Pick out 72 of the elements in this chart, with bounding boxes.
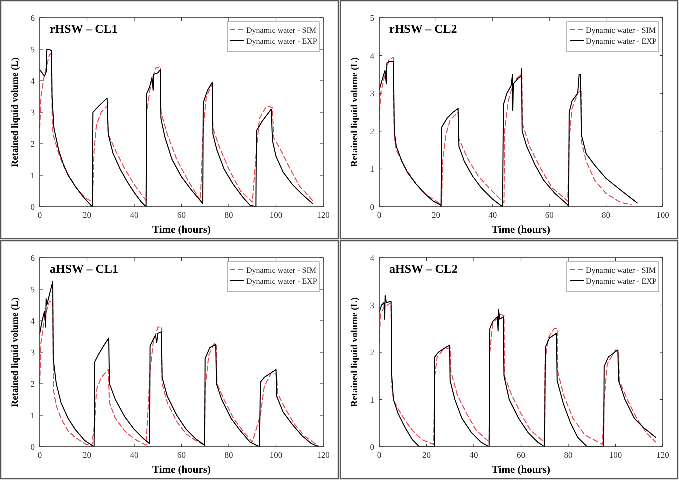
x-tick-label: 120: [317, 210, 330, 220]
y-tick-label: 3: [30, 108, 35, 118]
y-tick-label: 2: [30, 379, 35, 389]
x-tick-label: 60: [545, 210, 554, 220]
y-tick-label: 5: [30, 284, 35, 294]
y-tick-label: 1: [370, 164, 374, 174]
y-tick-label: 6: [30, 13, 35, 23]
y-tick-label: 3: [30, 348, 35, 358]
x-tick-label: 120: [317, 450, 330, 460]
chart-title: rHSW – CL2: [390, 22, 458, 36]
legend-label: Dynamic water - SIM: [246, 26, 316, 35]
x-tick-label: 60: [178, 210, 186, 220]
y-tick-label: 5: [30, 44, 35, 54]
y-tick-label: 2: [30, 139, 35, 149]
x-tick-label: 40: [130, 210, 139, 220]
x-tick-label: 20: [432, 210, 440, 220]
y-tick-label: 6: [30, 253, 35, 263]
y-tick-label: 4: [370, 50, 376, 61]
legend-label: Dynamic water - EXP: [586, 37, 658, 46]
x-tick-label: 0: [38, 450, 42, 460]
x-tick-label: 20: [422, 450, 431, 460]
x-tick-label: 20: [83, 210, 92, 220]
x-tick-label: 20: [83, 450, 92, 460]
x-tick-label: 0: [377, 450, 382, 460]
y-tick-label: 4: [30, 316, 36, 326]
chart-title: aHSW – CL1: [50, 262, 118, 276]
y-tick-label: 1: [30, 410, 35, 420]
x-axis-title: Time (hours): [492, 465, 551, 476]
legend-label: Dynamic water - EXP: [246, 37, 318, 46]
y-tick-label: 4: [30, 76, 36, 86]
x-tick-label: 100: [270, 450, 283, 460]
y-tick-label: 5: [370, 13, 374, 23]
x-tick-label: 80: [602, 210, 611, 220]
y-tick-label: 1: [30, 170, 35, 180]
y-tick-label: 2: [370, 126, 374, 136]
x-tick-label: 80: [224, 450, 234, 460]
x-axis-title: Time (hours): [492, 225, 551, 236]
x-tick-label: 100: [609, 450, 622, 460]
x-tick-label: 40: [130, 450, 139, 460]
chart-title: aHSW – CL2: [390, 262, 458, 276]
legend-label: Dynamic water - SIM: [246, 266, 316, 275]
y-tick-label: 0: [30, 442, 35, 452]
x-tick-label: 80: [224, 210, 234, 220]
x-tick-label: 120: [656, 450, 670, 460]
x-tick-label: 80: [564, 450, 573, 460]
y-tick-label: 0: [370, 202, 374, 212]
y-axis-title: Retained liquid volume (L): [11, 58, 21, 168]
legend-label: Dynamic water - SIM: [586, 26, 656, 35]
y-tick-label: 4: [370, 253, 376, 263]
x-tick-label: 40: [488, 210, 498, 220]
y-tick-label: 3: [370, 88, 374, 99]
y-tick-label: 1: [370, 394, 374, 405]
x-tick-label: 0: [377, 210, 382, 220]
y-tick-label: 0: [30, 202, 35, 212]
x-tick-label: 100: [270, 210, 283, 220]
y-tick-label: 0: [370, 442, 374, 452]
legend-label: Dynamic water - SIM: [586, 266, 656, 275]
y-axis-title: Retained liquid volume (L): [350, 298, 360, 408]
y-tick-label: 2: [370, 348, 374, 358]
x-axis-title: Time (hours): [152, 225, 212, 236]
x-tick-label: 0: [38, 210, 42, 220]
x-axis-title: Time (hours): [152, 465, 212, 476]
x-tick-label: 60: [178, 450, 186, 460]
y-tick-label: 3: [370, 300, 374, 310]
x-tick-label: 40: [470, 450, 478, 460]
x-tick-label: 60: [517, 450, 526, 460]
y-axis-title: Retained liquid volume (L): [11, 298, 21, 408]
y-axis-title: Retained liquid volume (L): [350, 58, 360, 168]
legend-label: Dynamic water - EXP: [246, 277, 318, 286]
legend-label: Dynamic water - EXP: [586, 277, 658, 286]
chart-title: rHSW – CL1: [50, 22, 118, 36]
x-tick-label: 100: [656, 210, 670, 220]
